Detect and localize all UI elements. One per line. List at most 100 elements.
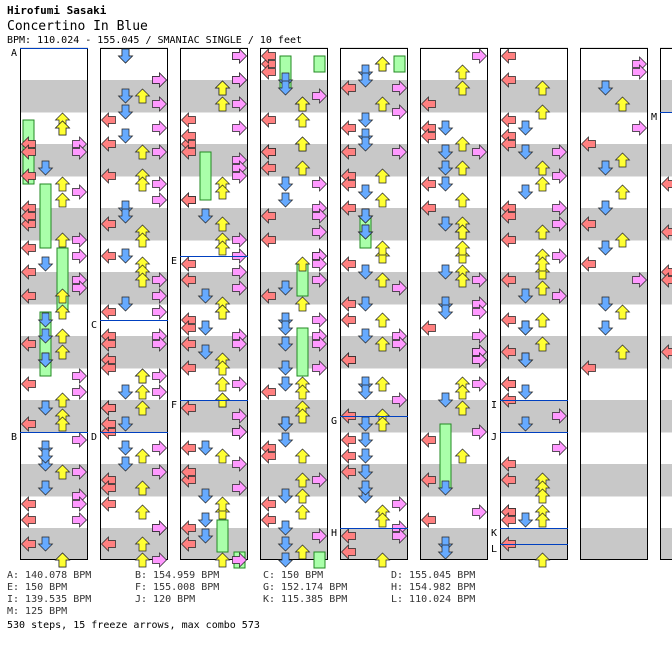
step-arrow xyxy=(54,232,71,248)
bpm-legend-entry: B: 154.959 BPM xyxy=(135,570,220,581)
beat-band xyxy=(660,304,672,320)
beat-band xyxy=(420,176,488,192)
section-label: D xyxy=(91,432,97,443)
step-arrow xyxy=(472,144,487,160)
step-arrow xyxy=(21,240,36,256)
beat-band xyxy=(580,208,648,224)
step-arrow xyxy=(72,248,87,264)
step-arrow xyxy=(54,552,71,568)
beat-band xyxy=(420,544,488,560)
beat-band xyxy=(100,112,168,128)
step-arrow xyxy=(312,528,327,544)
step-arrow xyxy=(54,344,71,360)
step-arrow xyxy=(552,216,567,232)
beat-band xyxy=(340,128,408,144)
beat-band xyxy=(500,320,568,336)
beat-band xyxy=(100,128,168,144)
section-label: H xyxy=(331,528,337,539)
step-arrow xyxy=(214,304,231,320)
beat-band xyxy=(260,256,328,272)
step-arrow xyxy=(37,160,54,176)
beat-band xyxy=(180,480,248,496)
bpm-legend-entry: C: 150 BPM xyxy=(263,570,324,581)
beat-band xyxy=(340,80,408,96)
beat-band xyxy=(20,512,88,528)
freeze-arrow xyxy=(199,151,212,201)
step-arrow xyxy=(54,328,71,344)
beat-band xyxy=(20,96,88,112)
step-arrow xyxy=(181,128,196,144)
step-arrow xyxy=(117,48,134,64)
step-arrow xyxy=(261,160,276,176)
beat-band xyxy=(660,288,672,304)
beat-band xyxy=(180,240,248,256)
section-label: F xyxy=(171,400,177,411)
section-label: J xyxy=(491,432,497,443)
step-arrow xyxy=(501,136,516,152)
beat-band xyxy=(500,128,568,144)
beat-band xyxy=(340,384,408,400)
step-arrow xyxy=(454,160,471,176)
step-arrow xyxy=(501,344,516,360)
beat-band xyxy=(100,544,168,560)
step-arrow xyxy=(261,384,276,400)
step-arrow xyxy=(134,232,151,248)
step-arrow xyxy=(454,400,471,416)
step-arrow xyxy=(181,520,196,536)
step-arrow xyxy=(134,504,151,520)
beat-band xyxy=(20,464,88,480)
step-arrow xyxy=(152,440,167,456)
beat-band xyxy=(260,368,328,384)
section-label: I xyxy=(491,400,497,411)
step-arrow xyxy=(197,288,214,304)
beat-band xyxy=(500,368,568,384)
step-arrow xyxy=(374,168,391,184)
step-arrow xyxy=(454,384,471,400)
beat-band xyxy=(660,352,672,368)
step-arrow xyxy=(534,312,551,328)
step-arrow xyxy=(101,360,116,376)
beat-band xyxy=(20,48,88,64)
beat-band xyxy=(420,400,488,416)
step-arrow xyxy=(277,360,294,376)
step-arrow xyxy=(517,384,534,400)
step-arrow xyxy=(261,208,276,224)
beat-band xyxy=(20,208,88,224)
beat-band xyxy=(500,544,568,560)
step-arrow xyxy=(294,544,311,560)
freeze-arrow xyxy=(39,311,52,377)
step-arrow xyxy=(181,192,196,208)
step-arrow xyxy=(392,104,407,120)
beat-band xyxy=(340,528,408,544)
beat-band xyxy=(420,96,488,112)
step-arrow xyxy=(294,96,311,112)
step-arrow xyxy=(101,216,116,232)
beat-band xyxy=(580,464,648,480)
step-arrow xyxy=(501,376,516,392)
freeze-arrow xyxy=(39,183,52,249)
step-arrow xyxy=(614,344,631,360)
step-arrow xyxy=(294,472,311,488)
step-arrow xyxy=(21,336,36,352)
step-arrow xyxy=(232,264,247,280)
beat-band xyxy=(260,416,328,432)
beat-band xyxy=(420,512,488,528)
step-arrow xyxy=(374,240,391,256)
beat-band xyxy=(660,192,672,208)
beat-band xyxy=(100,480,168,496)
beat-band xyxy=(420,528,488,544)
step-arrow xyxy=(214,240,231,256)
beat-band xyxy=(260,160,328,176)
step-arrow xyxy=(181,440,196,456)
step-arrow xyxy=(312,360,327,376)
step-arrow xyxy=(277,176,294,192)
step-arrow xyxy=(181,536,196,552)
beat-band xyxy=(20,336,88,352)
step-arrow xyxy=(277,280,294,296)
step-arrow xyxy=(72,512,87,528)
beat-band xyxy=(340,496,408,512)
beat-band xyxy=(100,368,168,384)
step-arrow xyxy=(374,312,391,328)
step-arrow xyxy=(21,168,36,184)
